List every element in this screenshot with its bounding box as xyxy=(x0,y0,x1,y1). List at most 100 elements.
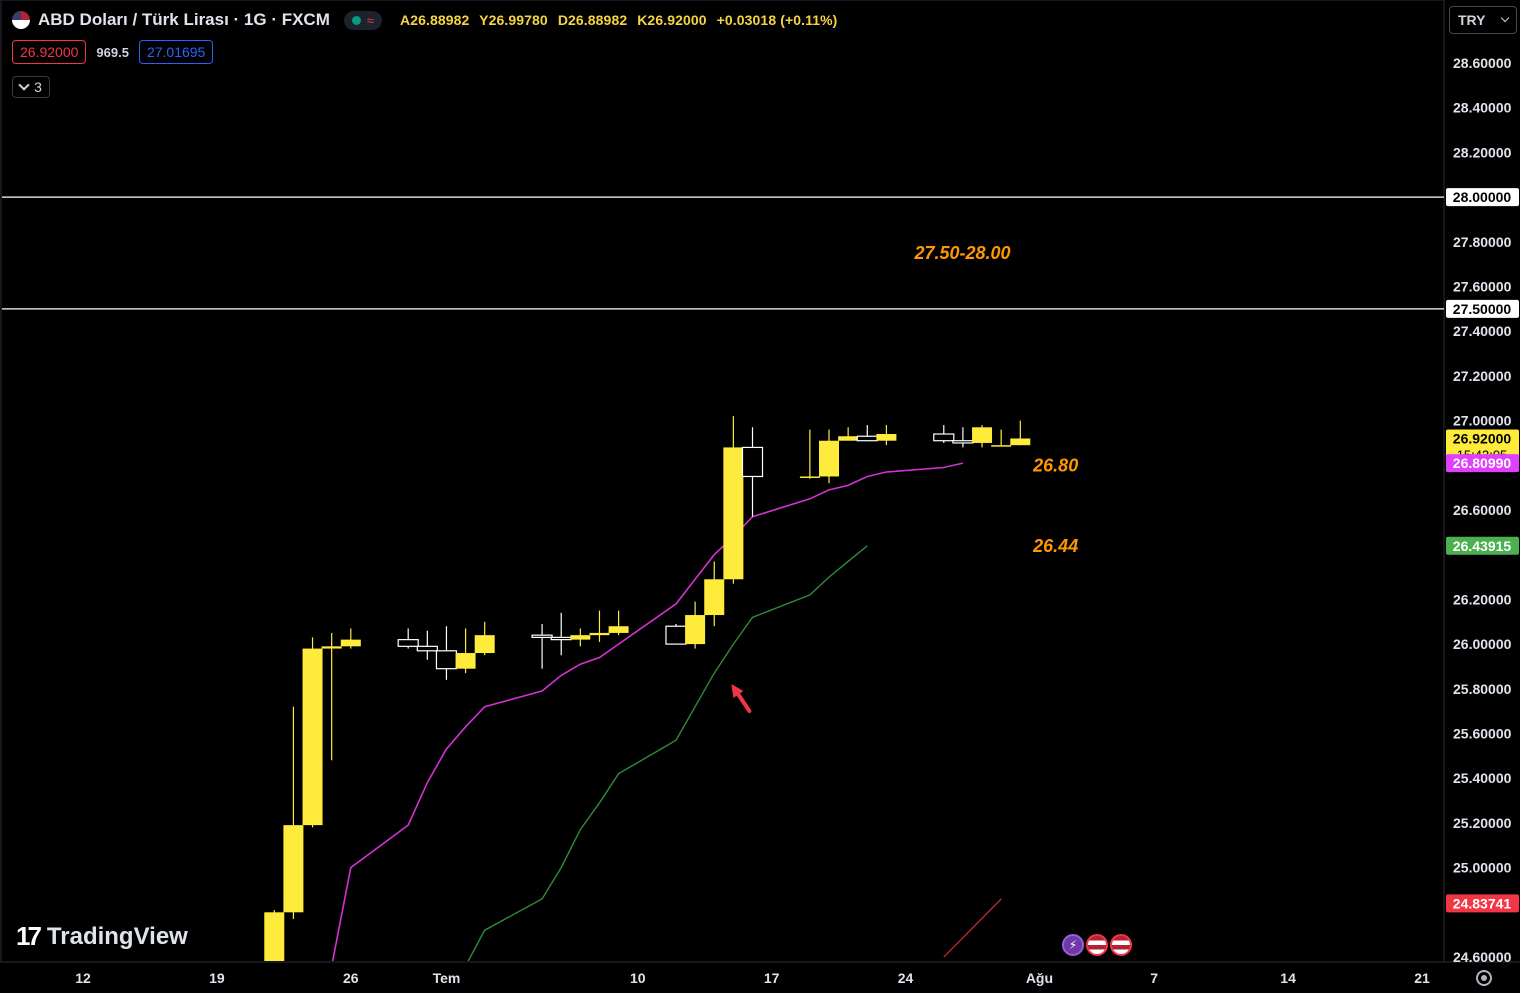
price-label-text: 28.00000 xyxy=(1453,189,1512,205)
candle-body xyxy=(455,653,476,669)
indicators-count: 3 xyxy=(34,79,42,95)
y-tick-label: 27.80000 xyxy=(1453,234,1512,250)
tradingview-logo-icon: 17 xyxy=(16,921,42,951)
x-tick-label: 7 xyxy=(1150,970,1158,986)
candle-body xyxy=(819,440,840,477)
y-tick-label: 28.20000 xyxy=(1453,144,1512,160)
market-status[interactable]: ≈ xyxy=(343,10,383,30)
ohlc-open: A26.88982 xyxy=(400,12,470,28)
candle-body xyxy=(570,635,591,640)
symbol-title[interactable]: ABD Doları / Türk Lirası · 1G · FXCM xyxy=(38,10,330,29)
x-tick-label: 17 xyxy=(764,970,780,986)
annotation-label: 27.50-28.00 xyxy=(913,243,1010,263)
candle-body xyxy=(283,825,304,913)
x-tick-label: 10 xyxy=(630,970,646,986)
ma-slow-line xyxy=(467,545,868,961)
ohlc-high: Y26.99780 xyxy=(479,12,548,28)
y-tick-label: 27.00000 xyxy=(1453,413,1512,429)
tradingview-logo[interactable]: 17 TradingView xyxy=(16,921,188,952)
settings-icon[interactable] xyxy=(1476,970,1492,986)
price-label-box xyxy=(1446,536,1519,555)
price-label-box xyxy=(1446,894,1519,913)
y-tick-label: 26.60000 xyxy=(1453,502,1512,518)
ohlc-low: D26.88982 xyxy=(557,12,628,28)
wave-icon: ≈ xyxy=(366,12,375,28)
candle-body xyxy=(589,632,610,636)
x-tick-label: 14 xyxy=(1280,970,1296,986)
y-tick-label: 25.00000 xyxy=(1453,860,1512,876)
x-tick-label: Ağu xyxy=(1026,970,1053,986)
us-flag-icon xyxy=(12,11,30,29)
price-label-box xyxy=(1446,454,1519,473)
chevron-down-icon xyxy=(18,79,30,91)
candle-body xyxy=(876,434,897,441)
symbol-header: ABD Doları / Türk Lirası · 1G · FXCM ≈ A… xyxy=(12,8,843,32)
candle-body xyxy=(608,626,629,633)
plot-frame xyxy=(0,0,1445,963)
candle-body xyxy=(531,634,553,638)
y-tick-label: 27.20000 xyxy=(1453,368,1512,384)
y-tick-label: 27.40000 xyxy=(1453,323,1512,339)
candle-body xyxy=(416,645,438,652)
currency-select[interactable]: TRY xyxy=(1449,6,1517,34)
price-label-text: 26.92000 xyxy=(1453,430,1512,446)
buy-button[interactable]: 27.01695 xyxy=(138,40,214,64)
ohlc-values: A26.88982 Y26.99780 D26.88982 K26.92000 … xyxy=(400,12,843,28)
y-tick-label: 27.60000 xyxy=(1453,279,1512,295)
candle-body xyxy=(972,427,993,443)
price-label-box xyxy=(1446,299,1519,318)
indicators-toggle-button[interactable]: 3 xyxy=(12,76,50,98)
x-tick-label: 19 xyxy=(209,970,225,986)
candle-body xyxy=(340,639,361,647)
logo-text: TradingView xyxy=(46,922,188,950)
candle-body xyxy=(952,440,974,444)
candle-body xyxy=(685,615,706,645)
candle-body xyxy=(799,476,820,478)
candle-body xyxy=(397,639,419,647)
y-tick-label: 28.60000 xyxy=(1453,55,1512,71)
candle-body xyxy=(435,650,458,670)
candle-body xyxy=(704,579,725,616)
sell-button[interactable]: 26.92000 xyxy=(12,40,87,64)
candle-body xyxy=(933,433,955,442)
market-open-icon xyxy=(351,15,361,25)
y-tick-label: 25.20000 xyxy=(1453,815,1512,831)
arrow-annotation-head xyxy=(731,684,744,699)
us-flag-event-icon[interactable] xyxy=(1086,934,1108,956)
candle-body xyxy=(838,436,859,441)
price-label-text: 24.83741 xyxy=(1453,895,1512,911)
us-flag-event-icon[interactable] xyxy=(1110,934,1132,956)
x-tick-label: 26 xyxy=(343,970,359,986)
candle-body xyxy=(741,446,764,478)
candle-body xyxy=(302,648,323,826)
x-tick-label: 24 xyxy=(898,970,914,986)
lightning-icon[interactable]: ⚡ xyxy=(1062,934,1084,956)
y-tick-label: 26.20000 xyxy=(1453,591,1512,607)
candle-body xyxy=(474,635,495,654)
candle-body xyxy=(665,625,687,645)
y-tick-label: 25.60000 xyxy=(1453,726,1512,742)
ma-fast-line xyxy=(331,462,964,961)
candle-body xyxy=(723,447,744,580)
arrow-annotation-shaft xyxy=(735,691,752,714)
x-tick-label: 21 xyxy=(1414,970,1430,986)
y-tick-label: 24.60000 xyxy=(1453,949,1512,965)
y-tick-label: 26.00000 xyxy=(1453,636,1512,652)
chevron-down-icon xyxy=(1500,13,1510,23)
currency-value: TRY xyxy=(1458,12,1486,28)
x-tick-label: Tem xyxy=(433,970,461,986)
price-label-text: 26.80990 xyxy=(1453,455,1512,471)
trend-line xyxy=(943,898,1002,958)
y-tick-label: 25.80000 xyxy=(1453,681,1512,697)
candle-body xyxy=(264,912,285,961)
ohlc-close: K26.92000 xyxy=(637,12,707,28)
candle-body xyxy=(321,646,342,649)
ohlc-change: +0.03018 (+0.11%) xyxy=(716,12,838,28)
plot-area: 27.50-28.00 26.80 26.44 xyxy=(264,243,1078,961)
price-label-text: 26.43915 xyxy=(1453,538,1512,554)
price-label-text: 27.50000 xyxy=(1453,301,1512,317)
candle-body xyxy=(991,445,1012,447)
trade-bar: 26.92000 969.5 27.01695 xyxy=(12,40,214,64)
